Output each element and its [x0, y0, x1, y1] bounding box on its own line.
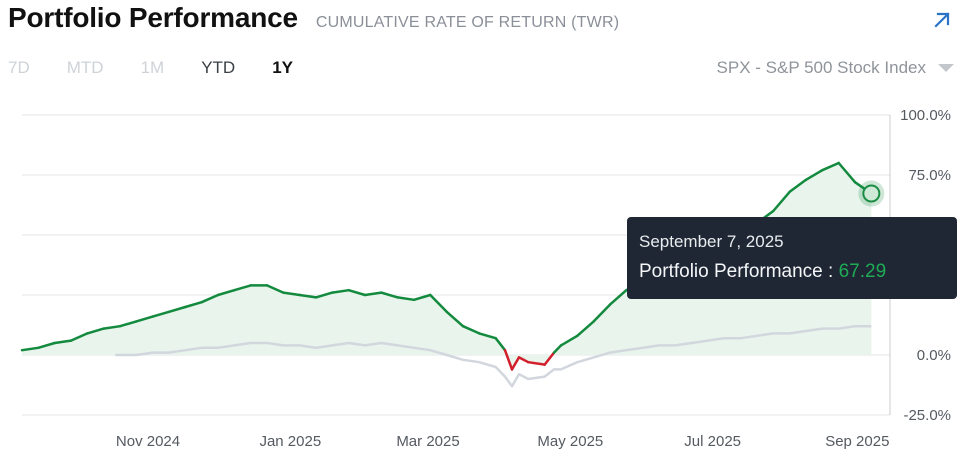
chart-tooltip: September 7, 2025 Portfolio Performance …: [627, 217, 957, 299]
portfolio-line-segment: [233, 284, 252, 292]
range-mtd[interactable]: MTD: [66, 58, 104, 77]
range-1m[interactable]: 1M: [140, 58, 165, 77]
portfolio-line-segment: [200, 293, 220, 304]
portfolio-line-segment: [552, 344, 563, 354]
portfolio-line-segment: [510, 356, 521, 371]
portfolio-line-segment: [517, 356, 530, 364]
portfolio-line-segment: [86, 327, 105, 335]
portfolio-line-segment: [527, 360, 546, 366]
y-tick-label: 75.0%: [908, 167, 951, 184]
portfolio-line-segment: [118, 320, 138, 328]
tooltip-date: September 7, 2025: [639, 232, 784, 251]
x-tick-label: Nov 2024: [116, 433, 180, 450]
portfolio-line-segment: [494, 336, 507, 352]
portfolio-line-segment: [184, 300, 203, 309]
x-tick-label: May 2025: [537, 433, 603, 450]
portfolio-line-segment: [412, 293, 432, 302]
portfolio-area: [22, 163, 872, 370]
portfolio-line-segment: [167, 305, 187, 314]
portfolio-line-segment: [396, 296, 416, 302]
portfolio-line-segment: [821, 161, 840, 172]
portfolio-line-segment: [37, 341, 56, 350]
portfolio-line-segment: [69, 332, 89, 342]
y-tick-label: -25.0%: [903, 407, 951, 424]
portfolio-line-segment: [503, 348, 514, 371]
portfolio-line-segment: [429, 293, 448, 314]
portfolio-line-segment: [445, 310, 465, 328]
range-ytd[interactable]: YTD: [201, 58, 236, 77]
portfolio-line-segment: [559, 334, 579, 347]
hover-marker: [862, 184, 881, 203]
portfolio-line-segment: [151, 310, 171, 318]
portfolio-line-segment: [478, 332, 497, 340]
chart-subtitle: CUMULATIVE RATE OF RETURN (TWR): [315, 14, 620, 31]
x-tick-label: Sep 2025: [825, 433, 889, 450]
portfolio-line-segment: [608, 288, 628, 306]
benchmark-label: SPX - S&P 500 Stock Index: [716, 58, 926, 77]
caret-down-icon: [938, 64, 954, 72]
portfolio-line-segment: [20, 346, 40, 352]
portfolio-line-segment: [314, 291, 334, 299]
portfolio-line-segment: [135, 315, 154, 323]
range-7d[interactable]: 7D: [8, 58, 30, 77]
x-tick-label: Jan 2025: [259, 433, 321, 450]
portfolio-line-segment: [347, 288, 367, 297]
portfolio-line-segment: [53, 339, 73, 345]
portfolio-line-segment: [331, 288, 350, 294]
portfolio-line-segment: [216, 288, 236, 297]
benchmark-selector[interactable]: SPX - S&P 500 Stock Index: [717, 58, 954, 78]
x-tick-label: Mar 2025: [396, 433, 459, 450]
tooltip-row: Portfolio Performance : 67.29: [639, 261, 957, 283]
portfolio-line-segment: [102, 324, 122, 330]
portfolio-line-segment: [461, 324, 481, 335]
y-tick-label: 100.0%: [900, 107, 951, 124]
y-tick-label: 0.0%: [917, 347, 951, 364]
benchmark-line: [115, 324, 872, 388]
portfolio-line-segment: [363, 291, 383, 297]
portfolio-line-segment: [282, 291, 301, 297]
arrow-up-right-icon[interactable]: [930, 8, 954, 32]
portfolio-line-segment: [380, 291, 399, 299]
portfolio-line-segment: [265, 284, 285, 294]
x-tick-label: Jul 2025: [684, 433, 741, 450]
tooltip-value: 67.29: [838, 261, 887, 282]
portfolio-line-segment: [772, 190, 791, 213]
tooltip-series: Portfolio Performance: [639, 261, 823, 282]
tooltip-separator: :: [822, 261, 839, 282]
range-selector: 7D MTD 1M YTD 1Y: [8, 58, 330, 78]
chart-header: Portfolio Performance CUMULATIVE RATE OF…: [8, 2, 619, 42]
portfolio-line-segment: [788, 178, 808, 194]
portfolio-line-segment: [592, 303, 612, 323]
portfolio-line-segment: [837, 161, 857, 184]
portfolio-line-segment: [543, 351, 556, 366]
portfolio-line-segment: [576, 320, 595, 338]
portfolio-line-segment: [804, 168, 824, 182]
chart-title: Portfolio Performance: [8, 2, 298, 33]
portfolio-line-segment: [298, 293, 318, 299]
range-1y[interactable]: 1Y: [272, 58, 293, 77]
